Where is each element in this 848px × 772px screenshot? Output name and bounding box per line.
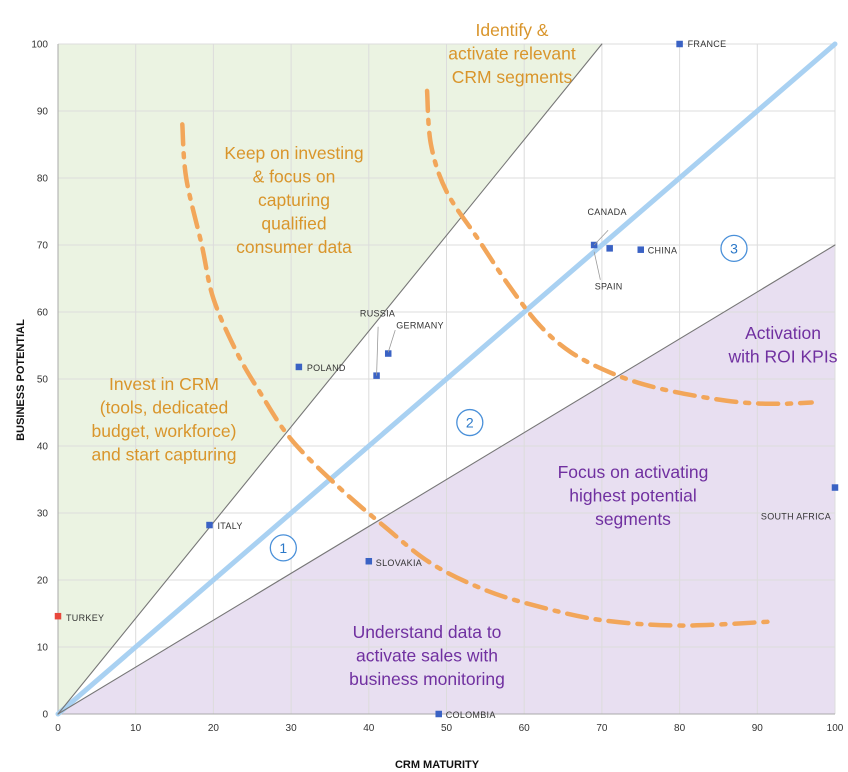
zone-marker-circle [269,534,297,562]
point-label: POLAND [307,363,346,373]
y-tick-label: 10 [37,643,49,654]
annotation-a5: Focus on activating highest potential segm… [558,462,709,529]
annotation-line: Activation [745,323,821,343]
diagonal-reference-line [55,41,838,717]
x-tick-label: 60 [519,723,531,734]
point-label: FRANCE [688,39,727,49]
annotation-line: activate relevant [448,44,576,64]
point-label: SOUTH AFRICA [761,512,831,522]
zone-number: 1 [279,540,287,556]
annotation-a3: Invest in CRM (tools, dedicated budget, wo… [92,374,237,465]
dash-dot-curve [180,122,776,628]
x-tick-label: 10 [130,723,142,734]
y-tick-label: 100 [31,40,48,51]
data-point-poland [295,363,303,371]
y-tick-label: 50 [37,375,49,386]
y-tick-label: 80 [37,174,49,185]
annotation-a6: Understand data to activate sales with bus… [349,622,505,689]
zone-marker-circle [456,408,484,437]
point-label: GERMANY [396,321,444,331]
x-tick-label: 90 [752,723,764,734]
annotation-line: consumer data [236,237,352,257]
y-tick-label: 70 [37,241,49,252]
boundary-line [57,244,836,715]
annotation-line: and start capturing [92,445,237,465]
x-tick-label: 30 [286,723,298,734]
data-point-south-africa [831,484,839,491]
annotation-line: activate sales with [356,646,498,666]
annotation-a1: Identify & activate relevant CRM segments [448,20,576,87]
point-label: TURKEY [66,613,104,623]
leader-line [593,251,601,280]
point-label: SPAIN [595,281,623,291]
annotation-line: Keep on investing [224,143,363,163]
leader-line [593,229,609,246]
zone-number: 3 [730,240,738,256]
annotation-a2: Keep on investing & focus on capturing qual… [224,143,363,257]
annotation-line: business monitoring [349,669,505,689]
x-tick-label: 100 [827,723,844,734]
annotation-line: (tools, dedicated [100,398,228,418]
y-axis-title: BUSINESS POTENTIAL [15,319,27,441]
point-label: RUSSIA [360,309,395,319]
x-tick-label: 0 [55,723,61,734]
point-label: CANADA [587,207,626,217]
annotation-line: budget, workforce) [92,421,237,441]
y-tick-label: 40 [37,442,49,453]
annotation-line: Focus on activating [558,462,709,482]
annotation-line: highest potential [569,486,696,506]
y-tick-label: 0 [42,710,48,721]
annotation-line: capturing [258,190,330,210]
annotation-line: Understand data to [353,622,502,642]
annotation-line: & focus on [253,167,336,187]
boundary-line [57,43,603,715]
zone-number: 2 [466,415,474,431]
x-tick-label: 40 [363,723,375,734]
annotation-line: qualified [261,214,326,234]
annotation-line: with ROI KPIs [728,347,838,367]
y-tick-label: 60 [37,308,49,319]
point-label: ITALY [218,521,243,531]
zone-marker-circle [720,234,748,263]
point-label: SLOVAKIA [376,558,422,568]
x-tick-label: 50 [441,723,453,734]
annotation-a4: Activation with ROI KPIs [728,323,838,367]
x-tick-label: 20 [208,723,220,734]
x-axis-title: CRM MATURITY [395,759,480,771]
leader-line [376,326,379,376]
y-tick-label: 30 [37,509,49,520]
data-point-france [676,40,683,48]
point-label: COLOMBIA [446,710,496,720]
data-point-slovakia [365,557,373,565]
data-point-germany [384,350,392,357]
data-point-china [637,246,644,253]
annotation-line: segments [595,509,671,529]
data-point-turkey [54,612,62,620]
dash-dot-curve [424,88,814,407]
x-tick-label: 70 [596,723,608,734]
data-point-italy [206,521,213,529]
annotation-line: Identify & [476,20,549,40]
x-tick-label: 80 [674,723,686,734]
annotation-line: CRM segments [452,67,573,87]
annotation-line: Invest in CRM [109,374,219,394]
data-point-spain [606,245,613,252]
point-label: CHINA [648,246,678,256]
y-tick-label: 20 [37,576,49,587]
leader-line [387,329,396,353]
y-tick-label: 90 [37,107,49,118]
data-point-colombia [435,710,442,718]
